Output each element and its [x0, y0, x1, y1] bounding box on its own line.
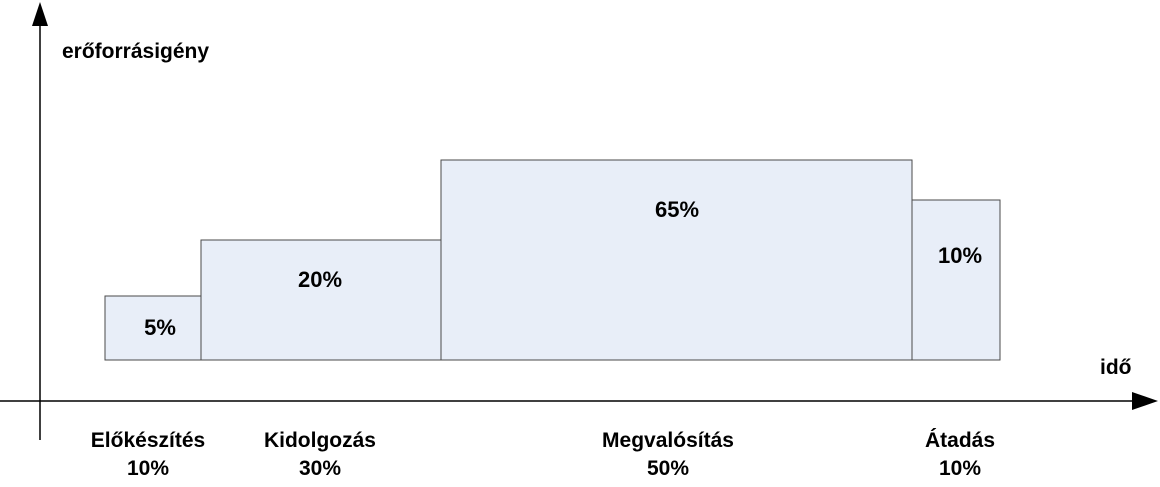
phase-name-label: Előkészítés	[91, 429, 205, 452]
duration-share-label: 50%	[647, 457, 689, 480]
x-axis-arrow-icon	[1132, 392, 1158, 410]
phase-name-label: Megvalósítás	[602, 429, 734, 452]
resource-share-label: 5%	[144, 315, 176, 340]
y-axis-arrow-icon	[32, 2, 48, 26]
y-axis-title: erőforrásigény	[62, 40, 209, 63]
x-axis-title: idő	[1100, 356, 1132, 379]
resource-share-label: 65%	[655, 197, 699, 222]
phase-box-elokeszites	[104, 295, 202, 361]
phase-box-atadas	[911, 199, 1001, 361]
duration-share-label: 30%	[299, 457, 341, 480]
resource-share-label: 10%	[938, 243, 982, 268]
duration-share-label: 10%	[127, 457, 169, 480]
phase-box-kidolgozas	[200, 239, 442, 361]
phase-box-megvalositas	[440, 159, 913, 361]
phase-name-label: Átadás	[925, 429, 995, 452]
phase-name-label: Kidolgozás	[264, 429, 376, 452]
resource-share-label: 20%	[298, 267, 342, 292]
duration-share-label: 10%	[939, 457, 981, 480]
